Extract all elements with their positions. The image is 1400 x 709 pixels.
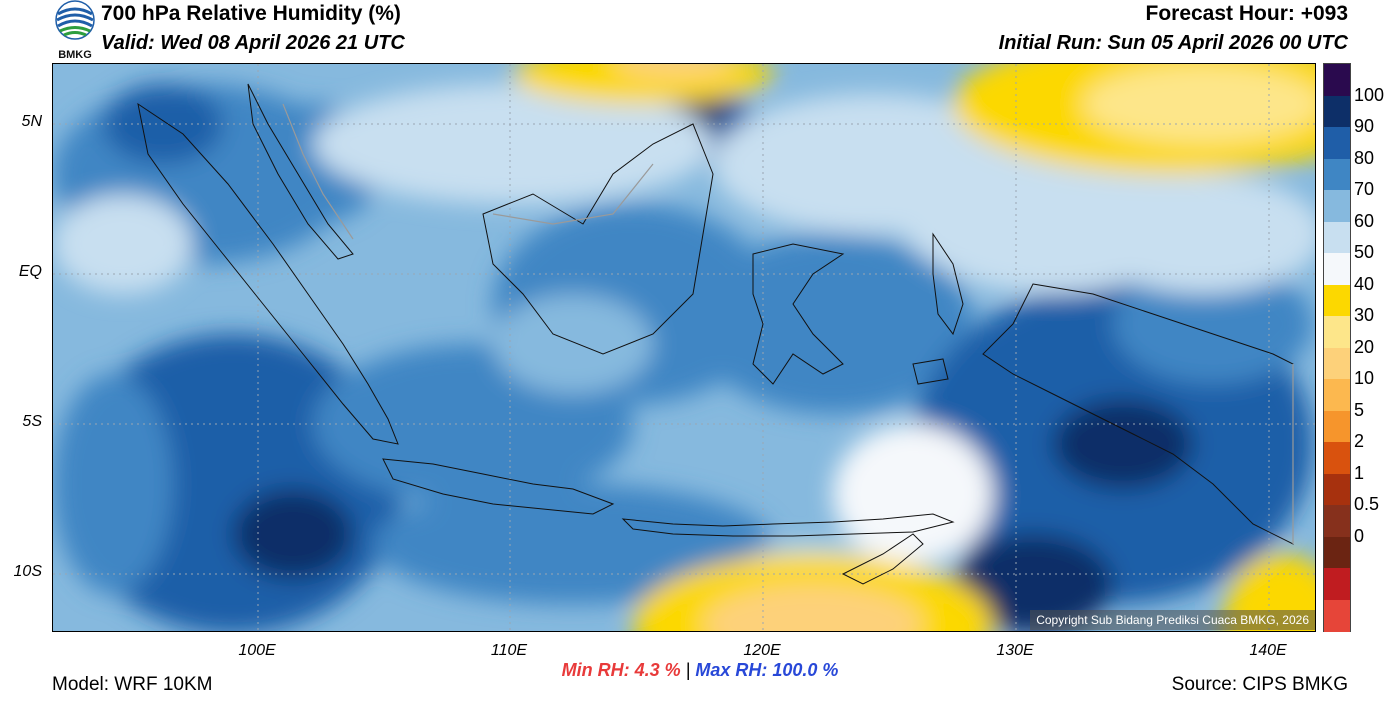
new-guinea-outline xyxy=(982,283,1294,545)
colorbar-label: 90 xyxy=(1354,116,1375,136)
sulawesi-outline xyxy=(752,243,845,385)
colorbar-swatch xyxy=(1324,95,1350,128)
lon-label-100e: 100E xyxy=(238,642,276,659)
colorbar-swatch xyxy=(1324,379,1350,411)
colorbar-swatch xyxy=(1324,599,1350,632)
colorbar-swatch xyxy=(1324,221,1350,254)
colorbar-label: 80 xyxy=(1354,147,1375,168)
coastlines xyxy=(137,83,1294,585)
min-rh: Min RH: 4.3 % xyxy=(561,660,681,680)
colorbar-swatch xyxy=(1324,347,1350,380)
colorbar-swatch xyxy=(1324,473,1350,506)
colorbar-label: 40 xyxy=(1354,273,1375,294)
lon-label-110e: 110E xyxy=(490,642,528,659)
colorbar-label: 5 xyxy=(1354,399,1365,420)
humidity-field xyxy=(53,64,1315,631)
colorbar-swatch xyxy=(1324,127,1350,159)
timor-outline xyxy=(841,533,924,585)
colorbar-swatch xyxy=(1324,64,1350,96)
colorbar-label: 60 xyxy=(1354,210,1375,231)
lesser-sunda-outline xyxy=(621,513,955,537)
lat-label-eq: EQ xyxy=(18,263,42,280)
lat-label-5s: 5S xyxy=(22,413,42,430)
colorbar-swatch xyxy=(1324,505,1350,537)
borneo-outline xyxy=(482,123,714,355)
java-outline xyxy=(382,458,615,515)
colorbar-label: 2 xyxy=(1354,431,1365,451)
page-title: 700 hPa Relative Humidity (%) xyxy=(101,2,401,25)
colorbar-label: 100 xyxy=(1354,84,1385,105)
logo-text: BMKG xyxy=(58,49,92,61)
colorbar-label: 70 xyxy=(1354,179,1375,199)
border-lines xyxy=(282,103,1294,544)
colorbar-swatch xyxy=(1324,316,1350,348)
colorbar-label: 50 xyxy=(1354,242,1375,262)
rh-stats: Min RH: 4.3 % | Max RH: 100.0 % xyxy=(0,660,1400,681)
colorbar-label: 0 xyxy=(1354,525,1365,546)
colorbar-swatch xyxy=(1324,410,1350,443)
humidity-map xyxy=(52,63,1316,632)
colorbar-label: 1 xyxy=(1354,462,1365,483)
lat-lon-grid xyxy=(53,64,1315,631)
lon-label-140e: 140E xyxy=(1249,642,1287,659)
colorbar-label: 10 xyxy=(1354,368,1375,388)
colorbar-swatch xyxy=(1324,568,1350,600)
max-rh: Max RH: 100.0 % xyxy=(695,660,839,680)
colorbar-swatch xyxy=(1324,158,1350,191)
lat-label-10s: 10S xyxy=(13,563,42,580)
colorbar-swatch xyxy=(1324,536,1350,569)
model-label: Model: WRF 10KM xyxy=(52,674,213,695)
colorbar-label: 0.5 xyxy=(1354,494,1380,514)
lon-label-130e: 130E xyxy=(996,642,1034,659)
source-label: Source: CIPS BMKG xyxy=(1171,674,1348,695)
maluku-outline xyxy=(932,232,964,336)
forecast-hour: Forecast Hour: +093 xyxy=(1145,2,1349,25)
colorbar-swatch xyxy=(1324,284,1350,317)
copyright-notice: Copyright Sub Bidang Prediksi Cuaca BMKG… xyxy=(1030,610,1315,630)
humidity-map-canvas xyxy=(53,64,1315,631)
malay-peninsula-outline xyxy=(247,83,354,260)
bmkg-logo: BMKG xyxy=(50,0,100,62)
valid-time: Valid: Wed 08 April 2026 21 UTC xyxy=(101,32,405,54)
colorbar-label: 30 xyxy=(1354,305,1375,325)
stats-separator: | xyxy=(685,660,691,680)
colorbar-swatch xyxy=(1324,253,1350,285)
small-islands-outline xyxy=(912,358,949,385)
colorbar-swatch xyxy=(1324,442,1350,474)
colorbar-swatch xyxy=(1324,190,1350,222)
colorbar xyxy=(1323,63,1351,632)
lon-label-120e: 120E xyxy=(743,642,781,659)
lat-label-5n: 5N xyxy=(21,113,42,130)
colorbar-label: 20 xyxy=(1354,336,1375,357)
sumatra-outline xyxy=(137,102,399,445)
initial-run: Initial Run: Sun 05 April 2026 00 UTC xyxy=(998,32,1348,54)
